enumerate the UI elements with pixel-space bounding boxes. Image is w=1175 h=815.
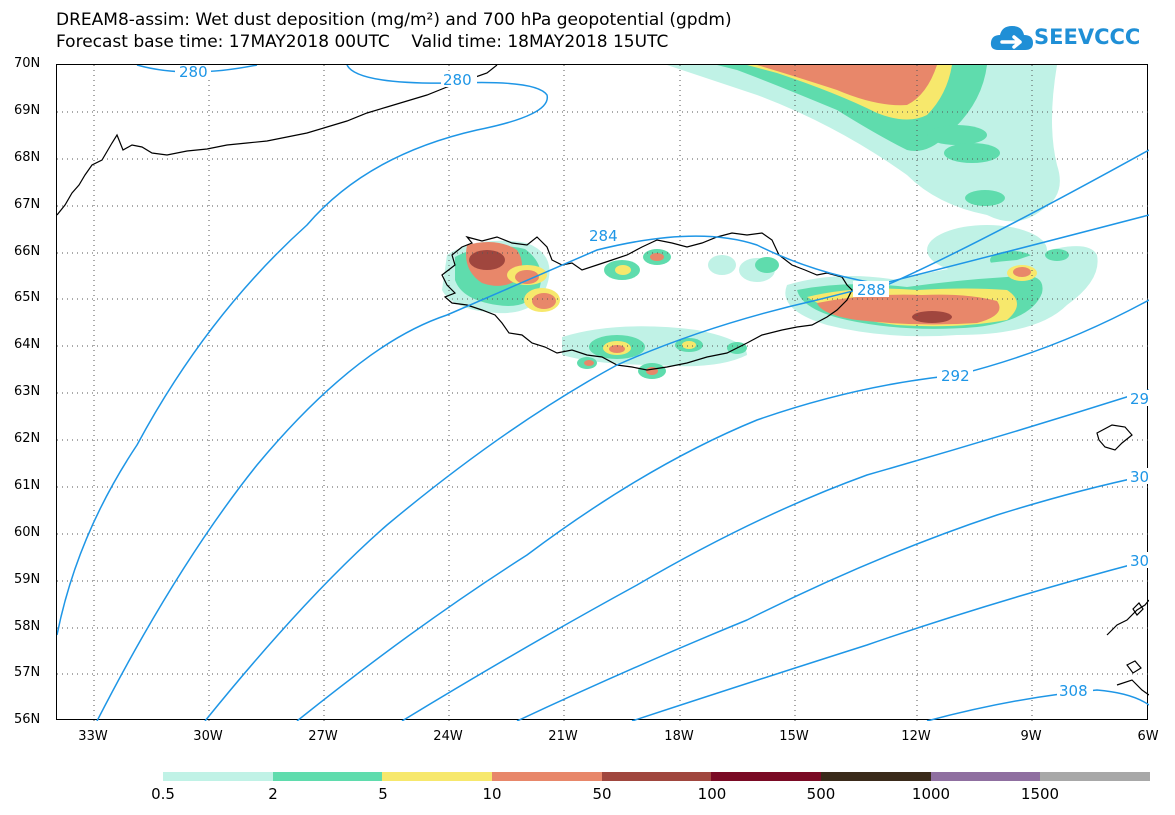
logo-text: SEEVCCC xyxy=(1034,25,1141,49)
scotland-coast xyxy=(1106,599,1149,696)
contour-labels: 280 280 284 288 292 29 30 30 308 xyxy=(179,65,1149,700)
lon-label: 27W xyxy=(308,729,338,744)
lon-label: 6W xyxy=(1137,729,1159,744)
seevccc-logo: SEEVCCC xyxy=(990,20,1165,56)
legend-swatch xyxy=(492,772,602,781)
map-gridlines xyxy=(57,65,1149,721)
lon-label: 18W xyxy=(664,729,694,744)
contour-label: 284 xyxy=(589,227,618,245)
contour-label: 30 xyxy=(1130,552,1149,570)
lat-label: 61N xyxy=(14,478,41,493)
contour-label: 280 xyxy=(443,71,472,89)
legend-label: 2 xyxy=(268,785,278,803)
lon-label: 9W xyxy=(1020,729,1042,744)
legend-label: 5 xyxy=(378,785,388,803)
lat-label: 56N xyxy=(14,712,41,727)
faroe-coast xyxy=(1096,424,1133,451)
legend-swatch xyxy=(272,772,383,781)
cloud-arrow-icon xyxy=(990,26,1033,50)
legend-label: 10 xyxy=(482,785,502,803)
legend-label: 1500 xyxy=(1020,785,1060,803)
contour-label: 30 xyxy=(1130,468,1149,486)
lat-label: 63N xyxy=(14,384,41,399)
legend-label: 0.5 xyxy=(151,785,175,803)
contour-label: 280 xyxy=(179,65,208,81)
map-canvas: 280 280 284 288 292 29 30 30 308 xyxy=(57,65,1149,721)
dust-deposition-shading xyxy=(442,65,1098,379)
lat-label: 57N xyxy=(14,665,41,680)
lat-label: 66N xyxy=(14,244,41,259)
greenland-coast xyxy=(57,65,498,216)
map-panel: 280 280 284 288 292 29 30 30 308 xyxy=(56,64,1149,721)
lon-label: 12W xyxy=(901,729,931,744)
legend-swatch xyxy=(821,772,931,781)
lat-label: 67N xyxy=(14,197,41,212)
lon-label: 21W xyxy=(548,729,578,744)
legend-label: 50 xyxy=(592,785,612,803)
contour-label: 292 xyxy=(941,367,970,385)
legend-colorbar xyxy=(163,772,1151,781)
legend-swatch xyxy=(1040,772,1151,781)
lat-label: 70N xyxy=(14,56,41,71)
legend-label: 500 xyxy=(806,785,836,803)
lon-label: 15W xyxy=(779,729,809,744)
lat-label: 58N xyxy=(14,619,41,634)
map-title: DREAM8-assim: Wet dust deposition (mg/m²… xyxy=(56,10,732,30)
lon-label: 33W xyxy=(78,729,108,744)
legend-label: 100 xyxy=(697,785,727,803)
lat-label: 65N xyxy=(14,290,41,305)
lat-label: 62N xyxy=(14,431,41,446)
lon-label: 30W xyxy=(193,729,223,744)
lat-label: 64N xyxy=(14,337,41,352)
contour-label: 308 xyxy=(1059,682,1088,700)
legend-swatch xyxy=(382,772,493,781)
lon-label: 24W xyxy=(433,729,463,744)
shetland-coast xyxy=(1126,602,1144,674)
contour-label-boxes xyxy=(175,65,1149,698)
legend-swatch xyxy=(163,772,273,781)
legend-swatch xyxy=(711,772,822,781)
contour-label: 288 xyxy=(857,281,886,299)
contour-label: 29 xyxy=(1130,390,1149,408)
lat-label: 59N xyxy=(14,572,41,587)
lat-label: 69N xyxy=(14,103,41,118)
geopotential-contours xyxy=(57,65,1149,721)
lat-label: 60N xyxy=(14,525,41,540)
legend-swatch xyxy=(601,772,712,781)
lat-label: 68N xyxy=(14,150,41,165)
legend-swatch xyxy=(930,772,1041,781)
forecast-time-subtitle: Forecast base time: 17MAY2018 00UTC Vali… xyxy=(56,32,669,52)
legend-label: 1000 xyxy=(911,785,951,803)
